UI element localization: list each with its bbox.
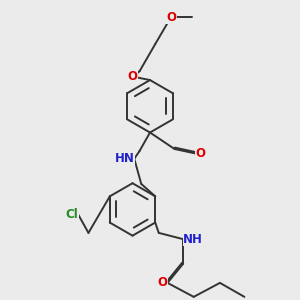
Text: O: O bbox=[128, 70, 137, 83]
Text: O: O bbox=[166, 11, 176, 24]
Text: O: O bbox=[158, 276, 167, 290]
Text: HN: HN bbox=[114, 152, 134, 165]
Text: O: O bbox=[196, 147, 206, 160]
Text: NH: NH bbox=[183, 233, 203, 246]
Text: Cl: Cl bbox=[66, 208, 78, 221]
